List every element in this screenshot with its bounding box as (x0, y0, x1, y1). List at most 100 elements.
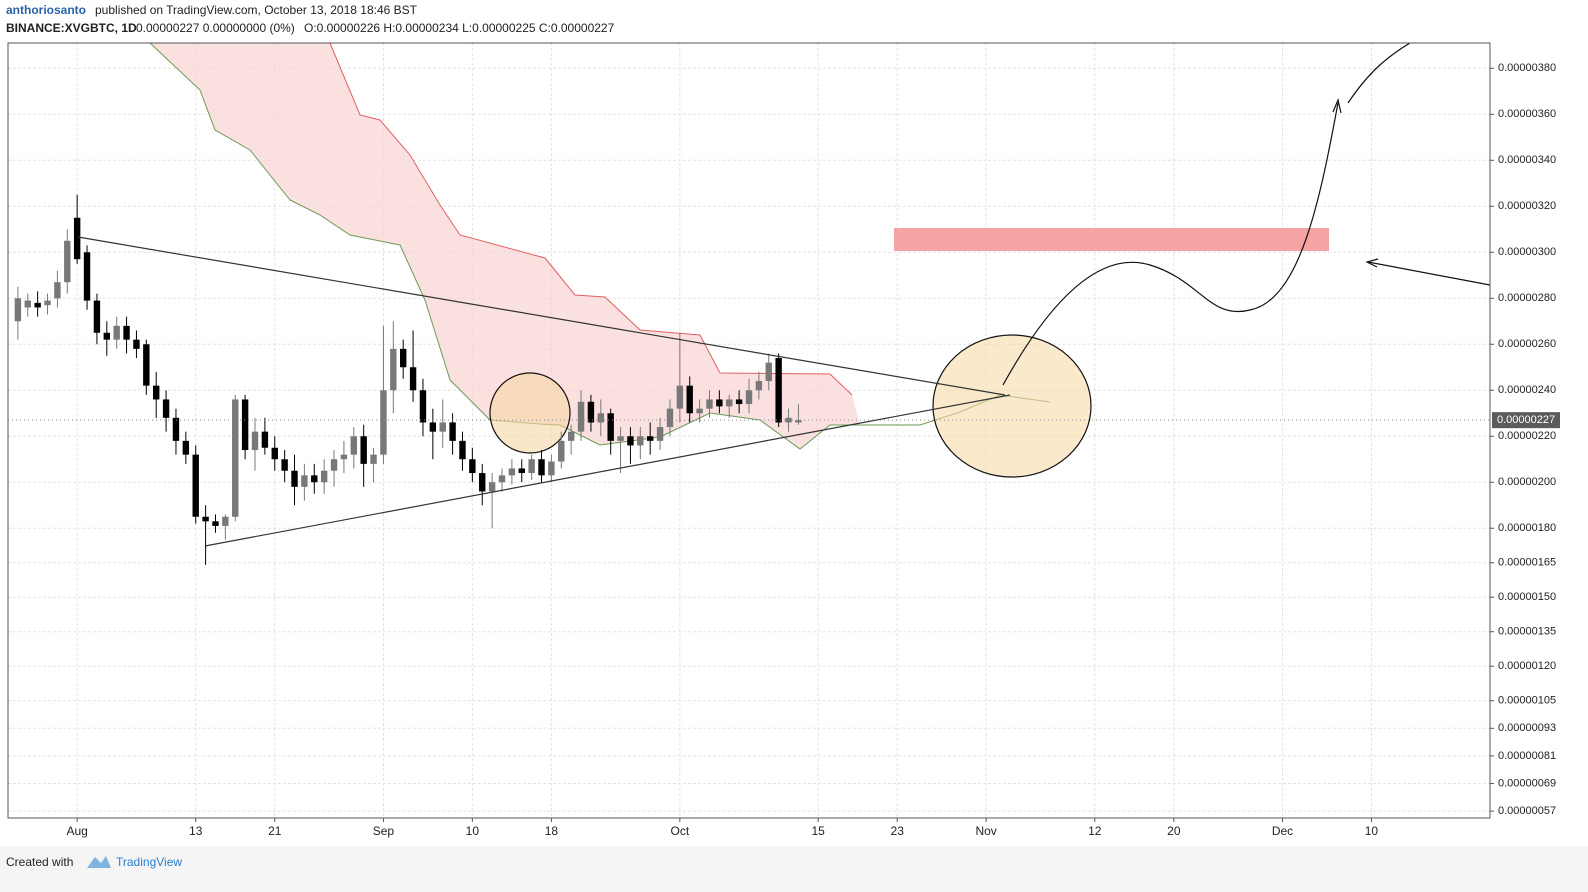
y-tick-label: 0.00000240 (1498, 384, 1556, 396)
span-a (120, 42, 853, 396)
candle-body (320, 470, 328, 483)
candle-body (271, 447, 278, 460)
candle-body (419, 390, 427, 423)
candle-body (597, 413, 604, 423)
candle-body (291, 470, 298, 487)
candle-body (222, 516, 229, 526)
published: published on TradingView.com, October 13… (95, 3, 418, 17)
candle-body (459, 440, 466, 460)
candle-body (24, 300, 31, 308)
candle-body (153, 385, 160, 400)
candle-body (330, 459, 338, 471)
x-tick-label: Oct (671, 824, 690, 838)
trendline (204, 394, 1011, 547)
target-zone (894, 228, 1329, 251)
projection-path (1347, 42, 1411, 104)
candle-body (686, 385, 693, 414)
candle-body (103, 332, 110, 340)
candle-body (261, 431, 269, 448)
ohlc: O:0.00000226 H:0.00000234 L:0.00000225 C… (304, 21, 615, 35)
candle-body (54, 282, 61, 299)
candle-body (676, 385, 684, 409)
candle-body (340, 454, 348, 460)
arrow (1367, 261, 1491, 286)
candle-body (795, 420, 802, 423)
candle-body (64, 240, 71, 283)
candle-body (350, 436, 357, 455)
x-tick-label: 18 (545, 824, 559, 838)
candle-body (479, 473, 486, 492)
candle-body (528, 459, 535, 474)
candle-body (469, 459, 476, 474)
symbol: BINANCE:XVGBTC, 1D (6, 21, 137, 35)
candle-body (666, 408, 674, 428)
y-tick-label: 0.00000135 (1498, 626, 1556, 638)
ichimoku-cloud (120, 43, 860, 449)
footer-bar (0, 846, 1588, 892)
candle-body (73, 217, 81, 260)
x-tick-label: Nov (975, 824, 996, 838)
candle-body (765, 362, 772, 382)
candle-body (518, 468, 525, 474)
trendline (77, 236, 1006, 396)
projection-path (1002, 102, 1339, 386)
y-tick-label: 0.00000220 (1498, 430, 1556, 442)
candle-body (44, 300, 51, 306)
y-tick-label: 0.00000260 (1498, 338, 1556, 350)
x-tick-label: 12 (1088, 824, 1102, 838)
y-tick-label: 0.00000105 (1498, 695, 1556, 707)
brand: TradingView (116, 855, 182, 869)
candle-body (735, 399, 743, 405)
candle-body (429, 422, 437, 432)
candle-body (212, 521, 219, 526)
candle-body (696, 408, 703, 414)
candle-body (449, 422, 456, 441)
logo (87, 856, 111, 868)
y-tick-label: 0.00000069 (1498, 777, 1556, 789)
candle-body (488, 482, 496, 492)
y-tick-label: 0.00000340 (1498, 154, 1556, 166)
y-tick-label: 0.00000360 (1498, 108, 1556, 120)
last-price-tag (1492, 412, 1560, 429)
last-price-label: 0.00000227 (1497, 414, 1555, 426)
candle-body (311, 475, 318, 483)
candle-body (706, 399, 713, 409)
candle-body (202, 516, 209, 522)
x-tick-label: 13 (189, 824, 203, 838)
candle-body (498, 475, 506, 483)
candle-body (251, 431, 259, 451)
candle-body (548, 461, 555, 476)
candle-body (370, 454, 377, 464)
y-tick-label: 0.00000300 (1498, 246, 1556, 258)
x-tick-label: 20 (1167, 824, 1181, 838)
candle-body (93, 300, 101, 333)
x-tick-label: 10 (1365, 824, 1379, 838)
candle-body (577, 401, 585, 432)
candle-body (617, 436, 624, 441)
candle-body (439, 422, 446, 432)
candle-body (390, 348, 397, 391)
candle-body (172, 417, 180, 441)
x-tick-label: 15 (811, 824, 825, 838)
candle-body (538, 459, 545, 476)
candle-body (409, 367, 417, 391)
y-tick-label: 0.00000280 (1498, 292, 1556, 304)
candle-body (755, 381, 763, 391)
created-with: Created with (6, 855, 73, 869)
candle-body (123, 325, 130, 340)
candle-body (400, 348, 407, 368)
y-tick-label: 0.00000180 (1498, 522, 1556, 534)
candle-body (281, 459, 288, 471)
candle-body (607, 413, 614, 441)
y-tick-label: 0.00000320 (1498, 200, 1556, 212)
arrowhead (1332, 98, 1342, 114)
candle-body (133, 339, 140, 349)
x-tick-label: 23 (891, 824, 905, 838)
candle-body (508, 468, 516, 476)
candle-body (558, 440, 565, 462)
candle-body (162, 399, 170, 418)
candle-body (192, 454, 199, 517)
candle-body (241, 399, 249, 451)
candle-body (745, 390, 753, 405)
